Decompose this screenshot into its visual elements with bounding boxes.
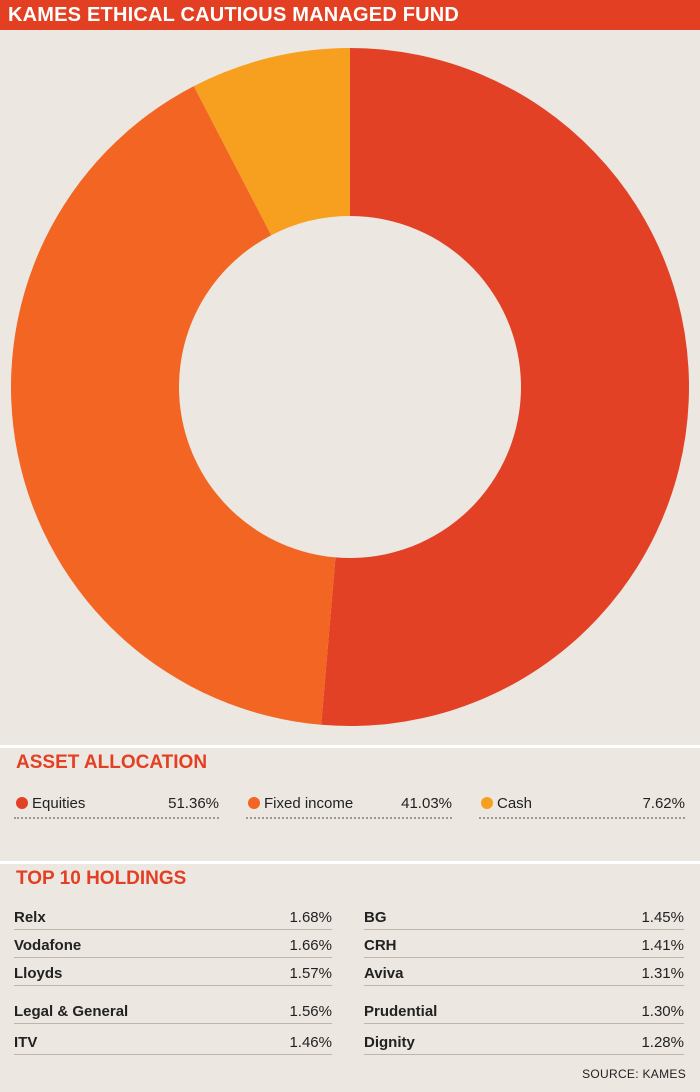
donut-slice-fixed-income (11, 86, 336, 725)
legend-dot (481, 797, 493, 809)
holding-name: Relx (14, 909, 46, 926)
legend-value: 7.62% (642, 795, 685, 812)
holding-name: Prudential (364, 1003, 438, 1020)
page-title: KAMES ETHICAL CAUTIOUS MANAGED FUND (8, 4, 460, 26)
divider (0, 861, 700, 864)
holding-name: Vodafone (14, 937, 82, 954)
legend-dot (16, 797, 28, 809)
legend-dot (248, 797, 260, 809)
legend-item-cash: Cash 7.62% (479, 793, 685, 819)
legend-item-equities: Equities 51.36% (14, 793, 219, 819)
legend-value: 51.36% (168, 795, 219, 812)
legend-label: Cash (497, 795, 533, 812)
holding-name: Dignity (364, 1034, 415, 1051)
holding-value: 1.45% (641, 909, 684, 926)
holding-row: Aviva 1.31% (364, 963, 684, 986)
holding-value: 1.46% (289, 1034, 332, 1051)
source-credit: SOURCE: KAMES (582, 1067, 686, 1081)
holding-name: Aviva (364, 965, 404, 982)
title-bar: KAMES ETHICAL CAUTIOUS MANAGED FUND (0, 0, 700, 30)
holding-value: 1.31% (641, 965, 684, 982)
holding-row: Prudential 1.30% (364, 1001, 684, 1024)
holding-row: Lloyds 1.57% (14, 963, 332, 986)
donut-slice-equities (321, 48, 689, 726)
holding-value: 1.66% (289, 937, 332, 954)
top-holdings-title: TOP 10 HOLDINGS (16, 868, 187, 889)
holding-name: BG (364, 909, 387, 926)
asset-allocation-title: ASSET ALLOCATION (16, 752, 208, 773)
holding-value: 1.41% (641, 937, 684, 954)
holding-name: CRH (364, 937, 397, 954)
holding-value: 1.28% (641, 1034, 684, 1051)
holding-value: 1.57% (289, 965, 332, 982)
holding-row: Relx 1.68% (14, 907, 332, 930)
legend-label: Fixed income (264, 795, 354, 812)
holding-name: Legal & General (14, 1003, 129, 1020)
holding-row: CRH 1.41% (364, 935, 684, 958)
legend-item-fixed-income: Fixed income 41.03% (246, 793, 452, 819)
donut-chart (11, 48, 689, 726)
donut-slice-cash (193, 48, 350, 236)
holding-row: Dignity 1.28% (364, 1032, 684, 1055)
holding-name: ITV (14, 1034, 38, 1051)
holding-name: Lloyds (14, 965, 63, 982)
holding-row: BG 1.45% (364, 907, 684, 930)
holding-value: 1.56% (289, 1003, 332, 1020)
holding-value: 1.30% (641, 1003, 684, 1020)
divider (0, 745, 700, 748)
holding-value: 1.68% (289, 909, 332, 926)
legend-label: Equities (32, 795, 86, 812)
legend-value: 41.03% (401, 795, 452, 812)
holding-row: Vodafone 1.66% (14, 935, 332, 958)
holding-row: ITV 1.46% (14, 1032, 332, 1055)
holding-row: Legal & General 1.56% (14, 1001, 332, 1024)
